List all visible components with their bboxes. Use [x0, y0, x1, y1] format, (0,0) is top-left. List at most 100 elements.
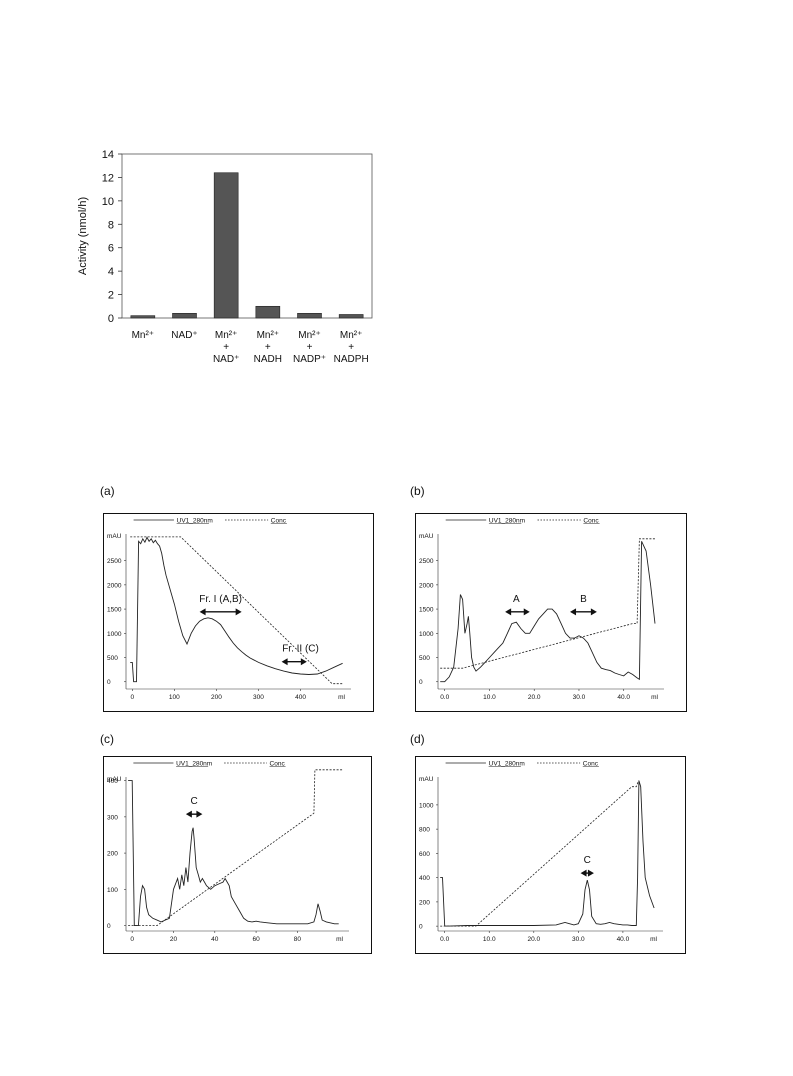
x-tick-label: 0	[130, 936, 134, 943]
x-tick-label: 30.0	[572, 936, 585, 943]
fraction-label: Fr. II (C)	[282, 644, 319, 655]
category-label: +	[307, 342, 313, 353]
conc-gradient-line	[130, 536, 343, 685]
y-axis-label: mAU	[107, 533, 122, 540]
category-label: Mn²⁺	[340, 330, 363, 341]
legend-conc-label: Conc	[583, 761, 599, 768]
legend-uv-label: UV1_280nm	[176, 761, 212, 768]
x-tick-label: 10.0	[483, 936, 496, 943]
y-tick-label: 400	[419, 875, 430, 882]
y-tick-label: 2000	[419, 582, 434, 589]
y-tick-label: 2500	[107, 558, 122, 565]
bar	[338, 314, 364, 319]
x-axis-label: ml	[650, 936, 657, 943]
conc-gradient-line	[440, 780, 639, 927]
fraction-arrow-head-left	[570, 608, 577, 616]
bar	[130, 315, 156, 319]
fraction-arrow-head-right	[590, 608, 597, 616]
x-axis-label: ml	[338, 694, 345, 701]
y-tick-label: 2000	[107, 582, 122, 589]
y-tick-label: 600	[419, 851, 430, 858]
fraction-label: C	[191, 796, 198, 807]
x-axis-label: ml	[336, 936, 343, 943]
x-tick-label: 40.0	[617, 694, 630, 701]
legend-conc-label: Conc	[270, 761, 286, 768]
y-tick-label: 10	[102, 196, 114, 208]
bar	[297, 313, 322, 319]
conc-gradient-line	[440, 538, 655, 669]
y-tick-label: 800	[419, 827, 430, 834]
chromatogram-b: UV1_280nm Conc mAU 0 500 1000 1500 2000 2500 0.0 1…	[415, 513, 687, 712]
y-tick-label: 1500	[419, 607, 434, 614]
legend-uv-label: UV1_280nm	[489, 761, 525, 768]
bar	[172, 313, 197, 319]
bar-chart: 0 2 4 6 8 10 12 14 Activity (nmol/h) Mn²⁺ NAD⁺ Mn²⁺…	[77, 149, 373, 365]
legend-uv-label: UV1_280nm	[177, 518, 213, 525]
x-tick-label: 30.0	[573, 694, 586, 701]
x-tick-label: 80	[294, 936, 302, 943]
y-tick-label: 0	[107, 679, 111, 686]
x-tick-label: 400	[295, 694, 306, 701]
panel-label-d: (d)	[410, 732, 425, 746]
x-tick-label: 40	[211, 936, 219, 943]
x-tick-label: 100	[169, 694, 180, 701]
category-label: NADPH	[334, 354, 369, 365]
y-axis-label: mAU	[107, 776, 122, 783]
uv-absorbance-trace	[130, 536, 343, 683]
y-tick-label: 2500	[419, 558, 434, 565]
legend-uv-label: UV1_280nm	[489, 518, 525, 525]
category-label: +	[223, 342, 229, 353]
uv-absorbance-trace	[128, 780, 339, 927]
category-label: NADP⁺	[293, 354, 326, 365]
x-tick-label: 20	[170, 936, 178, 943]
uv-absorbance-trace	[440, 780, 655, 927]
bar	[255, 305, 281, 319]
legend-conc-label: Conc	[271, 518, 287, 525]
chromatogram-a: UV1_280nm Conc mAU 0 500 1000 1500 2000 2500 0 100…	[103, 513, 374, 712]
panel-label-c: (c)	[100, 732, 114, 746]
uv-absorbance-trace	[440, 541, 656, 683]
y-axis-label: mAU	[419, 776, 434, 783]
fraction-label: Fr. I (A,B)	[199, 594, 242, 605]
bar	[213, 172, 239, 319]
fraction-arrow-head-right	[523, 608, 530, 616]
legend-conc-label: Conc	[583, 518, 599, 525]
y-tick-label: 500	[419, 655, 430, 662]
fraction-arrow-head-left	[505, 608, 512, 616]
x-tick-label: 0.0	[440, 936, 449, 943]
x-tick-label: 10.0	[483, 694, 496, 701]
x-tick-label: 0	[130, 694, 134, 701]
y-tick-label: 2	[108, 290, 114, 302]
fraction-label: A	[513, 594, 520, 605]
category-label: NAD⁺	[171, 330, 197, 341]
plot-frame	[121, 153, 373, 319]
x-tick-label: 300	[253, 694, 264, 701]
fraction-arrow-head-left	[580, 869, 587, 877]
y-tick-label: 0	[108, 313, 114, 325]
y-tick-label: 200	[107, 851, 118, 858]
chromatogram-d: UV1_280nm Conc mAU 0 200 400 600 800 1000 0.0 10.0…	[415, 756, 686, 954]
y-tick-label: 4	[108, 266, 114, 278]
x-tick-label: 60	[252, 936, 260, 943]
panel-label-b: (b)	[410, 484, 425, 498]
y-tick-label: 14	[102, 149, 114, 161]
y-tick-label: 1000	[419, 802, 434, 809]
y-axis-label: mAU	[419, 533, 434, 540]
y-tick-label: 200	[419, 899, 430, 906]
chromatogram-c-svg: UV1_280nm Conc mAU 0 100 200 300 400 0 20 40 60 80 ml…	[107, 761, 349, 943]
y-tick-label: 300	[107, 814, 118, 821]
fraction-arrow-head-right	[196, 810, 203, 818]
y-tick-label: 0	[419, 924, 423, 931]
category-label: +	[265, 342, 271, 353]
fraction-arrow-head-right	[587, 869, 594, 877]
y-tick-label: 1000	[419, 631, 434, 638]
category-label: NADH	[254, 354, 282, 365]
y-tick-label: 500	[107, 655, 118, 662]
fraction-arrow-head-left	[185, 810, 192, 818]
category-label: +	[348, 342, 354, 353]
category-label: Mn²⁺	[298, 330, 321, 341]
x-tick-label: 0.0	[440, 694, 449, 701]
chromatogram-d-svg: UV1_280nm Conc mAU 0 200 400 600 800 1000 0.0 10.0…	[419, 761, 663, 943]
y-tick-label: 1000	[107, 631, 122, 638]
y-axis-label: Activity (nmol/h)	[77, 197, 89, 275]
